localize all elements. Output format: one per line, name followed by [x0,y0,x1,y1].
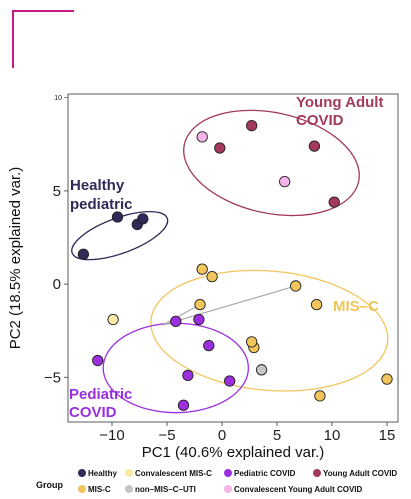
cluster-label-healthy: Healthy [70,177,125,194]
point-mis-c-3 [194,298,206,311]
point-pediatric-covid-5 [224,375,236,387]
y-tick-label: −5 [44,369,61,386]
legend-label-young-adult-covid: Young Adult COVID [323,469,397,478]
point-healthy-1 [77,248,90,260]
y-tick-label: 5 [53,183,61,200]
y-tick-label: 0 [53,276,61,293]
legend-swatch-convalescent-mis-c [125,469,133,477]
point-mis-c-4 [290,280,302,292]
cluster-label-pediatric-covid: Pediatric [69,386,132,403]
cluster-label-young-adult-covid: COVID [296,112,344,129]
points-layer [77,120,393,411]
point-healthy-2 [111,211,124,223]
point-young-adult-covid-1 [246,120,258,132]
plot-panel [67,93,399,423]
point-young-adult-covid-2 [214,142,226,154]
x-tick-label: 5 [273,427,281,444]
x-tick-label: −5 [158,427,175,444]
legend-swatch-pediatric-covid [224,469,232,477]
point-young-adult-covid-4 [328,196,340,208]
legend-swatch-mis-c [78,485,86,493]
connectors-layer [162,285,296,326]
x-tick-label: 15 [379,427,396,444]
x-axis-title: PC1 (40.6% explained var.) [142,444,325,461]
legend-swatch-non-mis-c-uti [125,485,133,493]
y-tick-label-top: 10 [54,95,62,102]
legend-swatch-healthy [78,469,86,477]
point-convalescent-mis-c-1 [107,313,119,326]
ellipse-mis-c [150,269,389,392]
cluster-label-mis-c: MIS–C [333,298,379,315]
legend-label-convalescent-young-adult-covid: Convalescent Young Adult COVID [234,485,363,494]
point-convalescent-young-adult-covid-1 [196,131,208,143]
connector-line-2 [162,304,201,326]
legend-swatch-young-adult-covid [313,469,321,477]
x-tick-label: −10 [99,427,124,444]
point-mis-c-5 [310,298,323,311]
point-convalescent-young-adult-covid-2 [279,175,291,188]
legend-title: Group [36,480,63,490]
legend-label-pediatric-covid: Pediatric COVID [234,469,296,478]
cluster-label-pediatric-covid: COVID [69,404,117,421]
cluster-label-young-adult-covid: Young Adult [296,94,383,111]
point-mis-c-8 [314,390,326,402]
x-tick-label: 0 [218,427,226,444]
point-mis-c-1 [196,263,208,275]
point-pediatric-covid-7 [177,399,190,411]
connector-line-1 [162,285,296,326]
legend-label-non-mis-c-uti: non–MIS–C–UTI [135,485,196,494]
point-healthy-4 [137,213,149,225]
point-mis-c-2 [206,270,218,283]
point-pediatric-covid-6 [182,369,194,382]
legend-label-mis-c: MIS-C [88,485,111,494]
point-pediatric-covid-4 [92,354,104,367]
point-pediatric-covid-1 [170,315,182,328]
cluster-label-healthy: pediatric [70,196,133,213]
panel-corner-vertical [12,10,14,68]
legend-label-healthy: Healthy [88,469,117,478]
point-non-mis-c-uti-1 [255,364,268,376]
legend: Group Healthy Convalescent MIS-C Pediatric… [36,469,397,494]
panel-corner-horizontal [12,10,74,12]
point-pediatric-covid-2 [193,313,205,326]
legend-label-convalescent-mis-c: Convalescent MIS-C [135,469,212,478]
ticks-layer: −10 −5 0 5 10 15 −5 0 5 10 [44,95,395,444]
point-mis-c-9 [381,373,393,385]
legend-swatch-convalescent-young-adult-covid [224,485,232,493]
x-tick-label: 10 [324,427,341,444]
ellipse-young-adult-covid [183,109,360,217]
point-mis-c-7 [246,336,258,348]
point-pediatric-covid-3 [203,339,215,352]
y-axis-title: PC2 (18.5% explained var.) [7,167,24,350]
point-young-adult-covid-3 [308,140,321,152]
